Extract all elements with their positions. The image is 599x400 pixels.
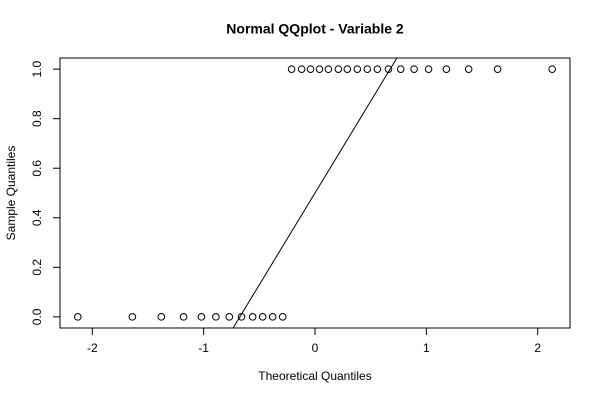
chart-title: Normal QQplot - Variable 2 <box>226 21 404 37</box>
y-tick-label: 1.0 <box>30 60 44 77</box>
point <box>353 65 362 73</box>
y-axis-label: Sample Quantiles <box>4 146 18 241</box>
point <box>324 65 333 73</box>
point <box>225 313 234 321</box>
point <box>373 65 382 73</box>
point <box>442 65 451 73</box>
point <box>493 65 502 73</box>
point <box>396 65 405 73</box>
x-tick-label: 0 <box>312 341 319 355</box>
x-tick-label: -1 <box>198 341 209 355</box>
point <box>464 65 473 73</box>
x-tick-label: 1 <box>423 341 430 355</box>
point <box>334 65 343 73</box>
reference-line <box>232 58 398 328</box>
y-tick-label: 0.4 <box>30 209 44 226</box>
point <box>258 313 267 321</box>
point <box>268 313 277 321</box>
point <box>363 65 372 73</box>
point <box>315 65 324 73</box>
point <box>343 65 352 73</box>
point <box>384 65 393 73</box>
point <box>248 313 257 321</box>
point <box>287 65 296 73</box>
y-tick-label: 0.6 <box>30 160 44 177</box>
point <box>548 65 556 73</box>
point <box>306 65 315 73</box>
point <box>74 313 82 321</box>
point <box>197 313 206 321</box>
point <box>424 65 433 73</box>
point <box>157 313 166 321</box>
x-tick-label: -2 <box>87 341 98 355</box>
point <box>128 313 137 321</box>
y-tick-label: 0.0 <box>30 308 44 325</box>
point <box>278 313 287 321</box>
point <box>179 313 188 321</box>
x-tick-label: 2 <box>534 341 541 355</box>
y-tick-label: 0.2 <box>30 259 44 276</box>
x-axis-label: Theoretical Quantiles <box>258 369 371 383</box>
point <box>297 65 306 73</box>
y-tick-label: 0.8 <box>30 110 44 127</box>
point <box>410 65 418 73</box>
point <box>212 313 220 321</box>
point <box>237 313 246 321</box>
